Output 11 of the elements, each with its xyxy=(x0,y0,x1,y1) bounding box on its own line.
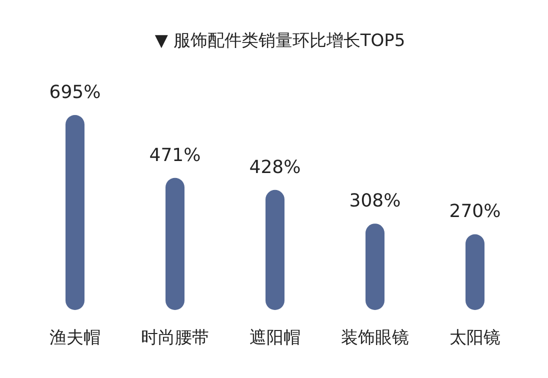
data-label: 695% xyxy=(49,82,101,103)
x-tick-label: 太阳镜 xyxy=(450,328,500,348)
x-tick-label: 遮阳帽 xyxy=(250,328,300,348)
data-label: 308% xyxy=(349,190,401,212)
x-tick-label: 时尚腰带 xyxy=(141,328,209,348)
data-label: 428% xyxy=(249,156,301,178)
title: ▼ 服饰配件类销量环比增长TOP5 xyxy=(154,31,406,51)
data-label: 471% xyxy=(149,144,201,166)
data-label: 270% xyxy=(449,201,501,222)
x-tick-label: 装饰眼镜 xyxy=(341,328,409,348)
x-tick-label: 渔夫帽 xyxy=(50,328,100,348)
